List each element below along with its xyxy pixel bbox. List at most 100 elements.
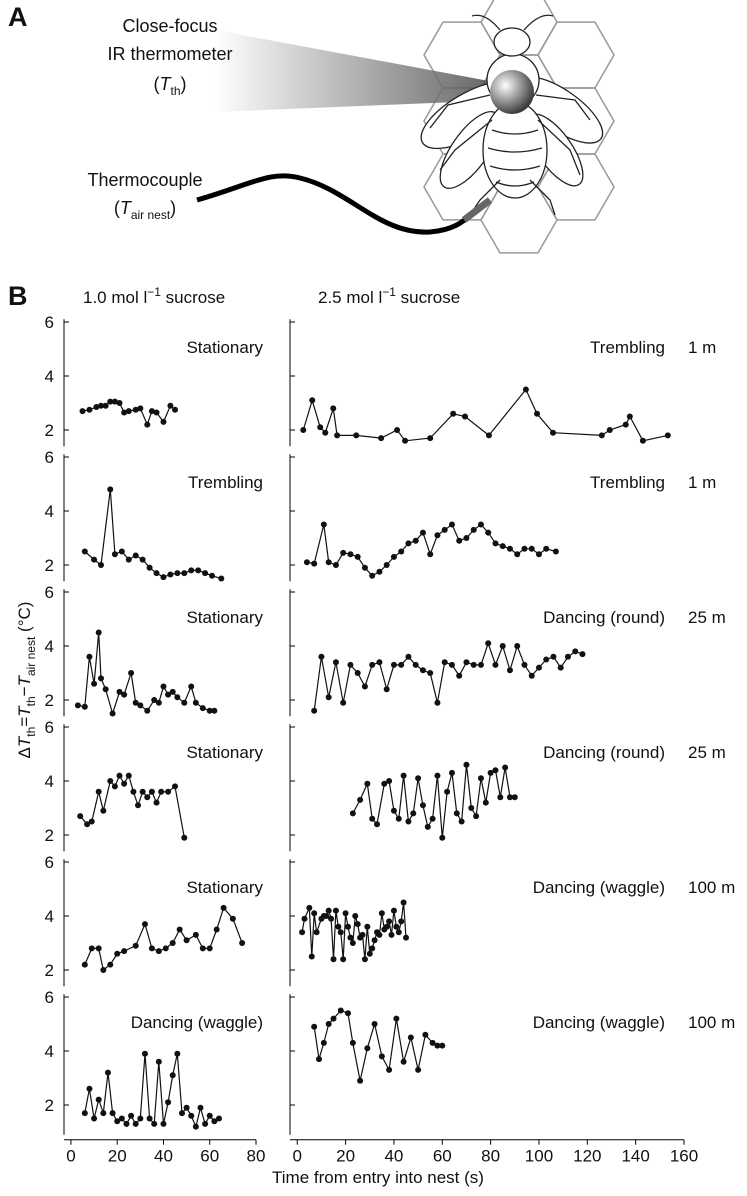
x-tick-label: 0 [293, 1147, 302, 1166]
data-point [86, 653, 93, 660]
data-point [477, 775, 484, 782]
subplot: Dancing (waggle) 100 m [289, 859, 735, 987]
x-tick-label: 40 [384, 1147, 403, 1166]
data-point [337, 929, 344, 936]
x-axis-label: Time from entry into nest (s) [272, 1168, 484, 1187]
data-line [84, 906, 243, 972]
data-point [463, 761, 470, 768]
data-point [155, 1058, 162, 1065]
data-point [598, 432, 605, 439]
data-line [84, 1053, 220, 1129]
data-point [359, 931, 366, 938]
data-point [95, 1096, 102, 1103]
data-point [492, 540, 499, 547]
behavior-label: Dancing (waggle) [533, 878, 665, 897]
bee [420, 14, 604, 216]
data-point [376, 931, 383, 938]
data-point [410, 810, 417, 817]
data-point [376, 659, 383, 666]
data-point [169, 940, 176, 946]
data-point [550, 653, 557, 660]
data-point [439, 834, 446, 841]
data-point [86, 406, 93, 413]
data-point [463, 535, 470, 541]
data-point [383, 562, 390, 568]
data-point [301, 915, 308, 922]
data-point [91, 680, 98, 687]
x-tick-label: 60 [200, 1147, 219, 1166]
data-point [535, 551, 542, 558]
data-point [146, 564, 153, 571]
y-axis-label: ΔTth=Tth−Tair nest (°C) [15, 602, 38, 759]
data-point [202, 1120, 209, 1127]
data-point [107, 486, 114, 493]
thermometer-label: Close-focus [122, 16, 217, 36]
data-point [342, 910, 349, 917]
text-part: th [170, 84, 180, 98]
data-point [135, 802, 142, 809]
data-point [535, 664, 542, 671]
y-tick-label: 2 [45, 826, 54, 845]
data-point [415, 775, 422, 782]
data-point [328, 915, 335, 922]
text-part: ( [153, 74, 159, 94]
y-tick-label: 2 [45, 1096, 54, 1115]
distance-label: 25 m [688, 608, 726, 627]
data-point [114, 1118, 121, 1125]
data-point [93, 404, 100, 411]
data-point [139, 788, 146, 795]
data-point [155, 699, 162, 706]
data-point [395, 929, 402, 936]
data-point [86, 1085, 93, 1092]
thermocouple-symbol: (Tair nest) [114, 198, 176, 222]
data-point [369, 661, 376, 668]
text-part: 1.0 mol l [83, 288, 147, 307]
data-point [107, 961, 114, 968]
data-point [132, 552, 139, 559]
data-point [349, 810, 356, 817]
data-point [137, 1115, 144, 1122]
data-point [400, 772, 407, 779]
data-point [215, 1115, 222, 1122]
data-point [364, 1045, 371, 1052]
data-point [313, 929, 320, 936]
data-point [144, 707, 151, 714]
data-point [88, 818, 95, 825]
data-point [311, 910, 318, 917]
data-point [148, 945, 155, 952]
data-point [125, 556, 132, 563]
data-point [492, 767, 499, 774]
behavior-label: Dancing (waggle) [131, 1013, 263, 1032]
data-point [300, 427, 307, 433]
thermometer-beam [215, 30, 505, 112]
data-point [405, 540, 412, 547]
data-point [114, 950, 121, 957]
data-point [197, 1104, 204, 1111]
data-point [146, 1115, 153, 1122]
data-point [95, 945, 102, 952]
data-point [178, 1110, 185, 1117]
data-point [123, 1120, 130, 1127]
data-point [137, 702, 144, 709]
subplot: 2 4 6 Stationary [45, 583, 263, 717]
data-point [364, 780, 371, 787]
y-tick-label: 6 [45, 313, 54, 332]
data-point [393, 923, 400, 930]
data-point [369, 572, 376, 579]
text-part: sucrose [161, 288, 225, 307]
data-point [111, 783, 118, 790]
data-point [534, 410, 541, 417]
data-point [128, 670, 135, 676]
data-point [572, 648, 579, 655]
y-tick-label: 4 [45, 637, 54, 656]
data-point [151, 697, 158, 703]
text-part: 2.5 mol l [318, 288, 382, 307]
data-point [337, 1007, 344, 1014]
data-point [357, 796, 364, 803]
data-point [335, 923, 342, 930]
data-point [381, 780, 388, 787]
x-tick-label: 40 [154, 1147, 173, 1166]
data-point [506, 545, 513, 552]
data-point [311, 1023, 318, 1030]
